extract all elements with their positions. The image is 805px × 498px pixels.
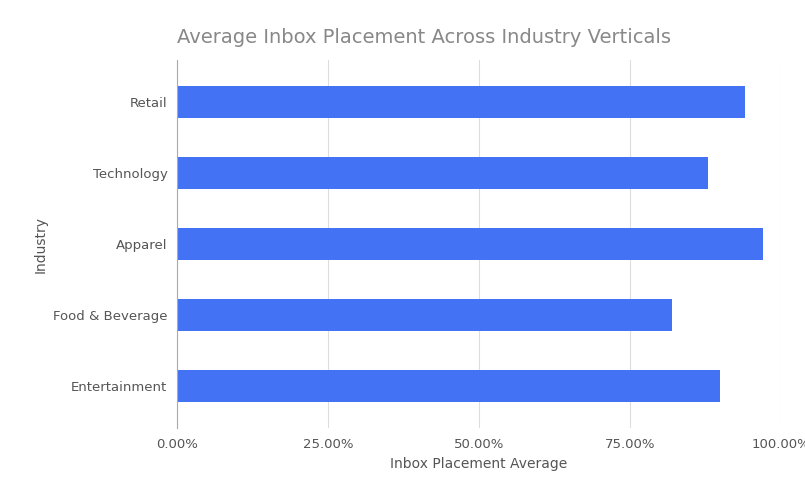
- Bar: [177, 370, 720, 402]
- Bar: [177, 228, 763, 260]
- Text: Average Inbox Placement Across Industry Verticals: Average Inbox Placement Across Industry …: [177, 28, 671, 47]
- Bar: [177, 86, 745, 118]
- X-axis label: Inbox Placement Average: Inbox Placement Average: [390, 457, 568, 471]
- Bar: [177, 299, 672, 331]
- Bar: [177, 157, 708, 189]
- Y-axis label: Industry: Industry: [33, 216, 47, 272]
